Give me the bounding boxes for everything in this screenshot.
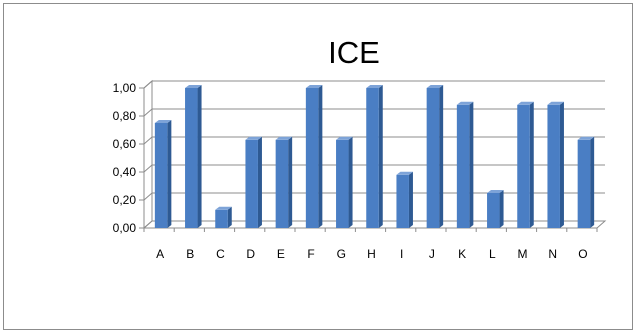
x-tick-label: I [400,247,403,261]
bar-front [275,139,289,228]
gridline [143,108,605,117]
y-tick-label: 0,00 [113,221,137,235]
bar-side [318,85,323,228]
bar-top [517,101,534,105]
bar-side [197,85,202,228]
bar-top [547,101,564,105]
bar-front [154,123,168,228]
bar-top [185,85,202,88]
x-tick-label: L [489,247,496,261]
bar-front [396,174,409,228]
bar-side [288,136,293,228]
bar-I [396,171,413,228]
bar-side [439,85,444,228]
bar-side [348,136,353,228]
bar-front [456,104,470,228]
bar-top [305,85,323,88]
bar-front [245,139,258,228]
gridlines [143,80,605,229]
bar-O [577,136,595,228]
chart-title: ICE [328,35,380,70]
gridline [143,164,605,173]
bar-front [305,88,319,228]
bar-F [305,85,323,228]
bar-side [378,85,383,228]
bar-side [499,190,504,228]
bar-front [517,104,530,228]
bar-H [366,85,383,228]
bar-top [426,85,444,88]
x-tick-label: J [429,247,435,261]
bar-A [154,120,172,228]
x-tick-label: C [216,247,225,261]
bar-front [185,88,198,228]
bar-G [336,136,353,228]
gridline [143,220,605,229]
y-tick-label: 1,00 [113,81,137,95]
bar-front [487,193,500,228]
y-tick-label: 0,80 [113,109,137,123]
x-tick-label: N [548,247,557,261]
x-tick-label: A [156,247,164,261]
x-tick-label: M [518,247,528,261]
y-tick-label: 0,60 [113,137,137,151]
bar-top [577,136,595,140]
bar-J [426,85,444,228]
gridline [143,192,605,201]
bar-L [487,190,504,228]
x-tick-label: O [578,247,587,261]
gridline [143,136,605,145]
x-tick-label: H [367,247,376,261]
bar-D [245,136,262,228]
side-wall [143,79,153,228]
x-tick-label: B [186,247,194,261]
bar-top [215,206,232,210]
bar-side [529,101,534,228]
bar-N [547,101,564,228]
bar-front [426,88,440,228]
bar-chart: ICE 0,00 0,20 0,40 0,60 0,80 1,00 A B C D E F G H I J K… [113,35,607,261]
bar-top [336,136,353,140]
y-tick-label: 0,20 [113,193,137,207]
x-tick-label: D [246,247,255,261]
bar-front [366,88,379,228]
x-axis-ticks: A B C D E F G H I J K L M N O [143,228,598,261]
bar-top [245,136,262,140]
bar-side [227,206,232,228]
bar-front [336,139,349,228]
bar-top [487,190,504,193]
bar-side [408,171,413,228]
y-tick-label: 0,40 [113,165,137,179]
bars [154,85,595,228]
bar-K [456,101,474,228]
bar-side [469,101,474,228]
bar-top [456,101,474,105]
bar-top [396,171,413,175]
bar-top [154,120,172,123]
bar-front [547,104,560,228]
bar-C [215,206,232,228]
x-tick-label: F [307,247,314,261]
y-axis-ticks: 0,00 0,20 0,40 0,60 0,80 1,00 [113,81,145,235]
bar-side [167,120,172,228]
bar-front [215,209,228,228]
bar-E [275,136,293,228]
x-tick-label: G [337,247,346,261]
bar-B [185,85,202,228]
chart-frame: ICE 0,00 0,20 0,40 0,60 0,80 1,00 A B C D E F G H I J K… [3,3,633,330]
bar-front [577,139,591,228]
gridline [143,80,605,89]
x-tick-label: E [277,247,285,261]
bar-side [590,136,595,228]
bar-side [559,101,564,228]
bar-side [257,136,262,228]
bar-M [517,101,534,228]
x-tick-label: K [458,247,466,261]
bar-top [275,136,293,140]
bar-top [366,85,383,88]
